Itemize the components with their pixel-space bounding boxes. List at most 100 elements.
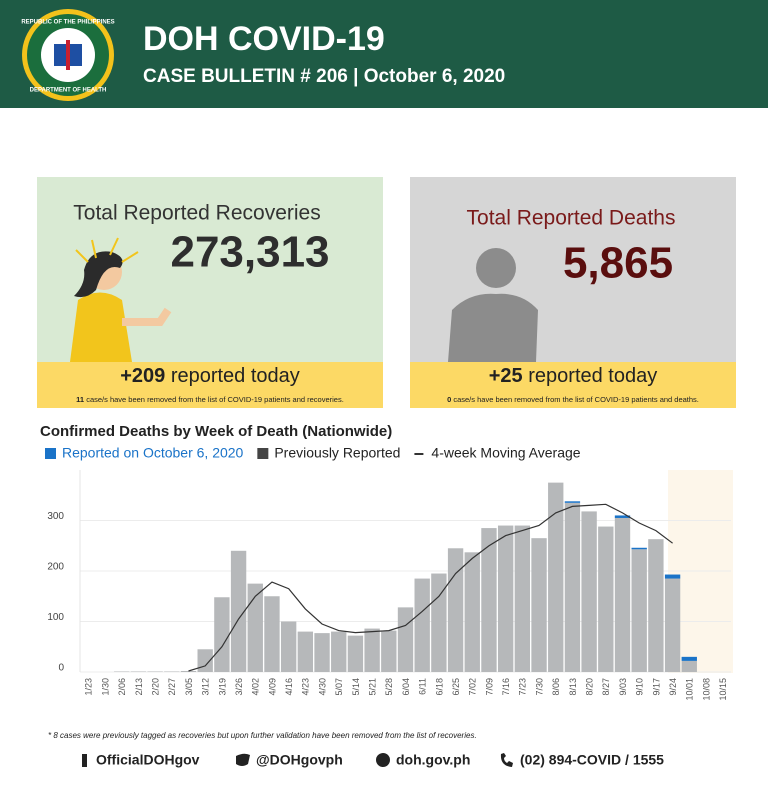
bar xyxy=(431,573,447,672)
y-tick-label: 200 xyxy=(47,562,64,573)
x-tick-label: 5/14 xyxy=(351,678,361,696)
moving-average-line xyxy=(188,503,673,672)
x-tick-label: 9/24 xyxy=(668,678,678,696)
y-tick-label: 0 xyxy=(58,663,64,674)
recoveries-today: +209 reported today xyxy=(120,365,300,387)
bar xyxy=(247,583,263,672)
header-title: DOH COVID-19 xyxy=(143,20,385,58)
x-tick-label: 6/25 xyxy=(451,678,461,696)
bar xyxy=(614,517,631,672)
phone-icon xyxy=(500,753,513,767)
bar xyxy=(364,628,380,672)
x-tick-label: 8/20 xyxy=(584,678,594,696)
deaths-today-suffix: reported today xyxy=(528,365,657,387)
bar xyxy=(514,525,531,672)
header-bar xyxy=(0,0,768,108)
bar xyxy=(381,630,397,672)
web-icon xyxy=(376,753,390,767)
y-tick-label: 100 xyxy=(47,612,64,623)
recoveries-band xyxy=(37,362,383,408)
x-tick-label: 4/09 xyxy=(267,678,277,696)
footer-item: OfficialDOHgov xyxy=(96,752,200,768)
recoveries-title: Total Reported Recoveries xyxy=(73,202,320,225)
x-tick-label: 8/27 xyxy=(601,678,611,696)
bar xyxy=(481,528,497,672)
x-tick-label: 7/23 xyxy=(518,678,528,696)
deaths-band xyxy=(410,362,736,408)
footer-bar xyxy=(36,748,748,774)
bar xyxy=(347,635,364,672)
recoveries-value: 273,313 xyxy=(170,228,329,277)
x-tick-label: 4/02 xyxy=(251,678,261,696)
logo-cross xyxy=(66,40,70,70)
bar xyxy=(681,660,697,672)
bar xyxy=(598,526,614,672)
x-tick-label: 7/02 xyxy=(468,678,478,696)
x-tick-label: 10/15 xyxy=(718,678,728,701)
bar xyxy=(214,597,230,672)
x-tick-label: 9/17 xyxy=(651,678,661,696)
footnote: * 8 cases were previously tagged as reco… xyxy=(48,731,477,740)
bar xyxy=(397,607,414,672)
x-tick-label: 3/12 xyxy=(201,678,211,696)
legend-label: Previously Reported xyxy=(274,445,400,461)
legend-label: 4-week Moving Average xyxy=(431,445,580,461)
bar xyxy=(414,578,430,672)
deaths-note-count: 0 xyxy=(447,395,451,404)
x-tick-label: 2/20 xyxy=(150,678,160,696)
deaths-title: Total Reported Deaths xyxy=(467,207,676,230)
x-tick-label: 7/09 xyxy=(484,678,494,696)
bar xyxy=(631,547,647,550)
x-tick-label: 3/26 xyxy=(234,678,244,696)
bar xyxy=(331,631,347,672)
logo-bottom-text: DEPARTMENT OF HEALTH xyxy=(30,88,107,94)
bar xyxy=(564,502,581,672)
bar xyxy=(230,550,247,672)
recoveries-note-count: 11 xyxy=(76,395,84,404)
x-tick-label: 5/28 xyxy=(384,678,394,696)
bar xyxy=(114,671,130,672)
x-tick-label: 2/13 xyxy=(134,678,144,696)
x-tick-label: 10/01 xyxy=(685,678,695,701)
legend-swatch xyxy=(45,448,56,459)
bar xyxy=(314,633,330,672)
deaths-illustration xyxy=(448,248,538,362)
x-tick-label: 5/21 xyxy=(367,678,377,696)
chart: 0 100 200 300 1/23 1/30 2/06 2/13 2/20 2/27 3/05 3/… xyxy=(45,445,731,701)
bar xyxy=(130,671,147,672)
x-tick-label: 6/11 xyxy=(418,678,428,695)
bar xyxy=(297,631,314,672)
recoveries-note: 11 case/s have been removed from the lis… xyxy=(76,395,344,404)
bar xyxy=(631,549,647,672)
deaths-value: 5,865 xyxy=(563,239,673,288)
x-tick-label: 8/06 xyxy=(551,678,561,696)
y-tick-label: 300 xyxy=(47,511,64,522)
x-tick-label: 7/16 xyxy=(501,678,511,696)
bar xyxy=(264,596,280,672)
deaths-today-count: +25 xyxy=(489,365,523,387)
x-tick-label: 2/27 xyxy=(167,678,177,696)
deaths-note: 0 case/s have been removed from the list… xyxy=(447,395,699,404)
x-tick-label: 3/05 xyxy=(184,678,194,696)
bar xyxy=(280,621,297,672)
x-tick-label: 1/30 xyxy=(100,678,110,696)
footer: OfficialDOHgov @DOHgovph doh.gov.ph (02) 89… xyxy=(96,752,664,768)
x-tick-label: 2/06 xyxy=(117,678,127,696)
footer-item: @DOHgovph xyxy=(256,752,343,768)
header-subtitle: CASE BULLETIN # 206 | October 6, 2020 xyxy=(143,66,505,87)
bar xyxy=(581,511,597,672)
footer-item: (02) 894-COVID / 1555 xyxy=(520,752,664,768)
bar xyxy=(664,574,681,579)
x-tick-label: 9/10 xyxy=(635,678,645,696)
x-tick-label: 8/13 xyxy=(568,678,578,696)
recoveries-note-text: case/s have been removed from the list o… xyxy=(86,395,344,404)
facebook-icon xyxy=(82,754,87,767)
bar xyxy=(681,656,697,661)
bar xyxy=(648,539,664,672)
bar xyxy=(164,671,180,672)
logo-top-text: REPUBLIC OF THE PHILIPPINES xyxy=(21,20,114,26)
x-tick-label: 6/18 xyxy=(434,678,444,696)
x-tick-label: 4/30 xyxy=(317,678,327,696)
bar xyxy=(614,515,631,518)
